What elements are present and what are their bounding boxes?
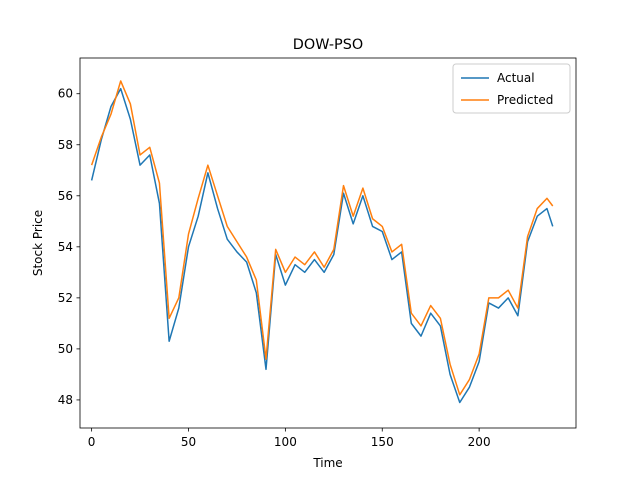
axes-frame [79,57,577,429]
series-line-actual [90,87,554,404]
chart-title: DOW-PSO [293,37,363,53]
series-group [90,80,554,404]
legend-label: Actual [497,71,535,85]
x-axis: 0 50 100 150 200 [88,428,491,449]
x-tick-label: 0 [88,435,96,449]
y-tick-label: 50 [58,342,73,356]
x-tick-label: 200 [468,435,491,449]
x-tick-label: 100 [274,435,297,449]
y-tick-label: 60 [58,87,73,101]
series-line-predicted [90,80,554,396]
y-tick-label: 58 [58,138,73,152]
y-tick-label: 48 [58,393,73,407]
y-axis: 48 50 52 54 56 58 60 [58,87,80,407]
y-tick-label: 52 [58,291,73,305]
y-axis-label: Stock Price [31,210,45,276]
legend: Actual Predicted [452,63,571,114]
y-tick-label: 56 [58,189,73,203]
x-tick-label: 150 [371,435,394,449]
x-axis-label: Time [312,456,342,470]
legend-label: Predicted [497,93,553,107]
y-tick-label: 54 [58,240,73,254]
x-tick-label: 50 [181,435,196,449]
